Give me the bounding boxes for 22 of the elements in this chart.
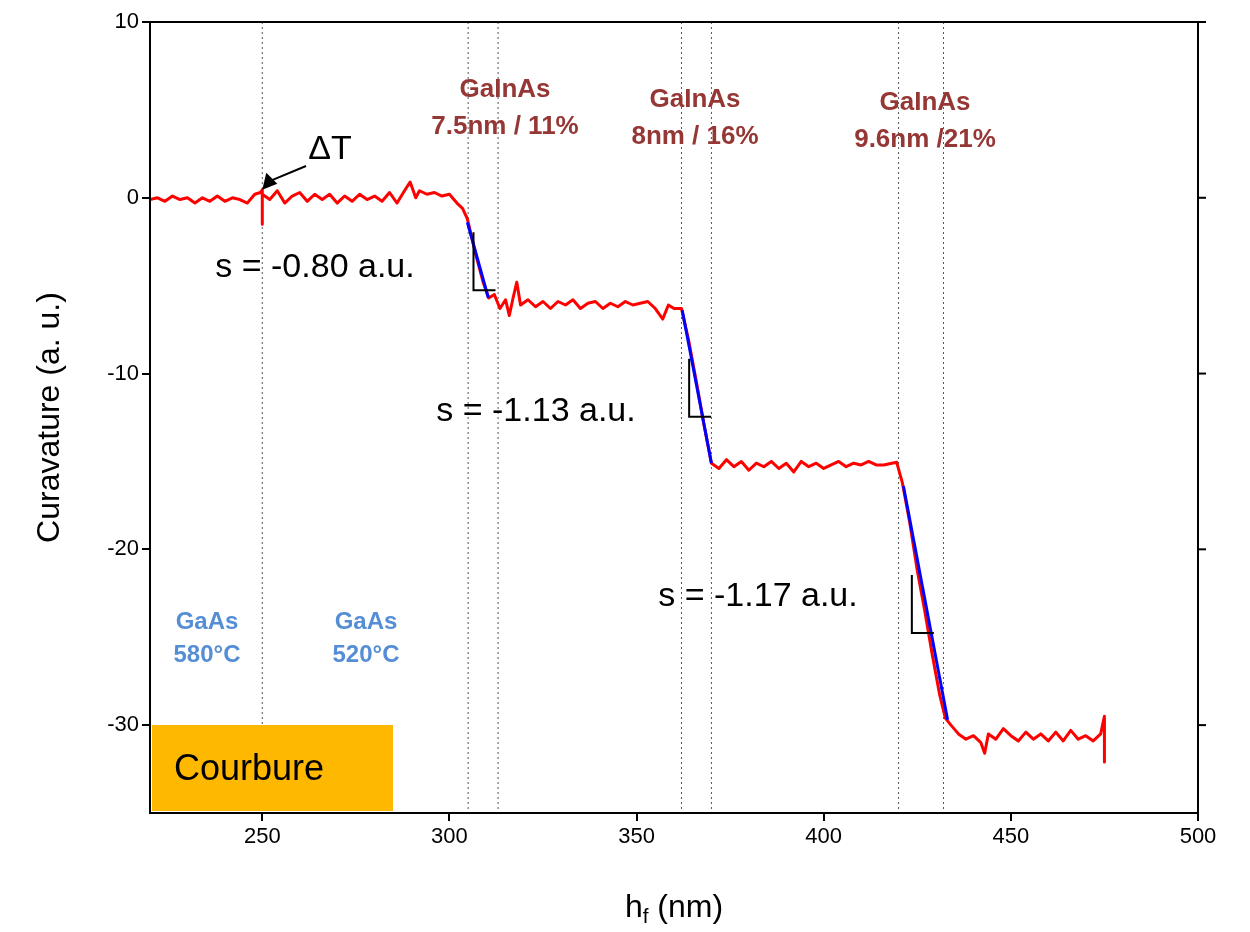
y-tick-label: 0 [126,183,139,209]
annotation: GaInAs 8nm / 16% [631,83,759,150]
annotation: s = -1.17 a.u. [658,575,858,614]
x-tick-label: 300 [431,823,468,849]
x-tick-label: 400 [805,823,843,849]
y-tick-label: 10 [114,8,139,34]
annotation: GaInAs 7.5nm / 11% [431,73,579,140]
annotation: GaInAs 9.6nm /21% [854,86,996,153]
label-box: Courbure [152,725,393,811]
annotation: GaAs 520°C [332,606,400,668]
y-axis-title: Curavature (a. u.) [29,292,66,543]
x-tick-label: 500 [1179,823,1217,849]
x-tick-label: 350 [618,823,655,849]
y-tick-label: -10 [107,359,139,385]
x-tick-label: 450 [992,823,1030,849]
annotation: s = -1.13 a.u. [436,390,636,429]
x-tick-label: 250 [243,823,281,849]
y-tick-label: -20 [107,535,139,561]
annotation: s = -0.80 a.u. [215,246,415,285]
annotation: GaAs 580°C [173,606,241,668]
y-tick-label: -30 [107,711,139,737]
annotation: ΔT [308,128,352,167]
